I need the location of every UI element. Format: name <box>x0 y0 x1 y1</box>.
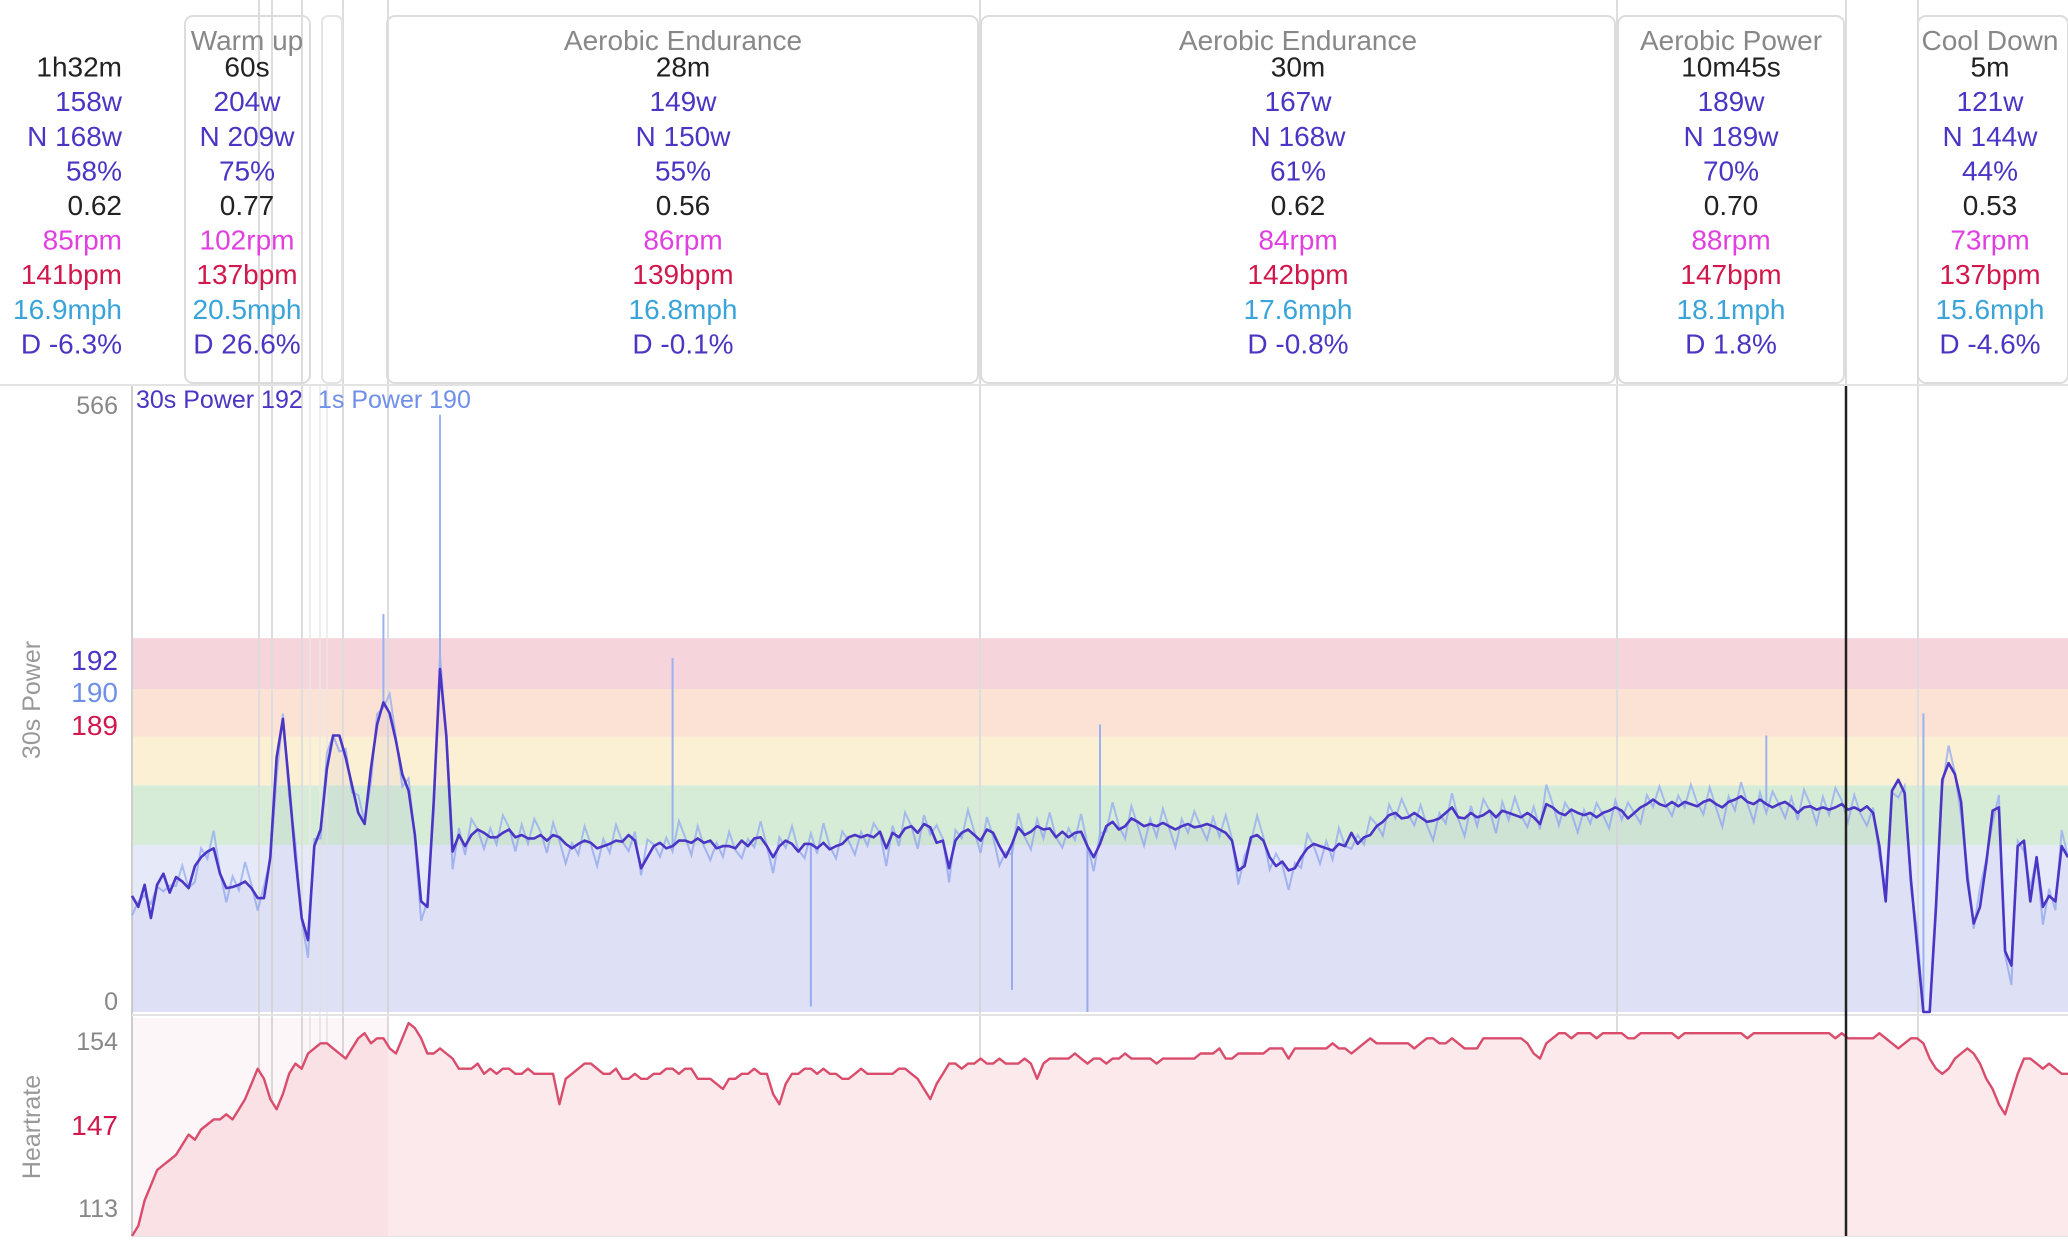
segment-3-cadence: 88rpm <box>1691 225 1770 256</box>
warmup-highlight <box>132 1018 388 1236</box>
segment-4-normalized-power: N 144w <box>1943 121 2039 152</box>
power-zone-1 <box>132 844 2068 1012</box>
series-heartrate-area <box>132 1023 2068 1236</box>
segment-2-duration: 30m <box>1271 52 1325 83</box>
summary-power: 158w <box>55 86 123 117</box>
segment-title-2: Aerobic Endurance <box>1179 25 1417 56</box>
legend-1s-power: 1s Power 190 <box>318 386 471 414</box>
segment-boxes-layer <box>184 15 2068 384</box>
heartrate-tick-max: 154 <box>76 1028 118 1056</box>
power-axis-label: 30s Power <box>18 641 46 759</box>
segment-2-normalized-power: N 168w <box>1251 121 1347 152</box>
segment-2-speed: 17.6mph <box>1244 294 1353 325</box>
series-layer <box>130 414 2068 1237</box>
segment-title-3: Aerobic Power <box>1640 25 1822 56</box>
summary-duration: 1h32m <box>36 52 122 83</box>
segment-3-normalized-power: N 189w <box>1684 121 1780 152</box>
segment-0-tss: 0.77 <box>220 190 275 221</box>
segment-4-drift: D -4.6% <box>1939 328 2040 359</box>
segment-1-duration: 28m <box>656 52 710 83</box>
series-30s-power-area <box>132 669 2068 1012</box>
heartrate-tick-min: 113 <box>78 1195 118 1223</box>
segment-box-2[interactable] <box>980 15 1616 384</box>
segment-title-4: Cool Down <box>1922 25 2059 56</box>
segment-2-drift: D -0.8% <box>1247 328 1348 359</box>
segment-3-heartrate: 147bpm <box>1680 259 1781 290</box>
segment-3-duration: 10m45s <box>1681 52 1781 83</box>
segment-1-tss: 0.56 <box>656 190 711 221</box>
segment-0-speed: 20.5mph <box>193 294 302 325</box>
segment-1-normalized-power: N 150w <box>636 121 732 152</box>
segment-1-intensity: 55% <box>655 155 711 186</box>
segment-4-intensity: 44% <box>1962 155 2018 186</box>
segment-box-0[interactable] <box>184 15 311 384</box>
segment-2-power: 167w <box>1265 86 1333 117</box>
summary-tss: 0.62 <box>68 190 123 221</box>
power-zone-5 <box>132 638 2068 690</box>
interval-box-0[interactable] <box>321 15 343 384</box>
segment-0-drift: D 26.6% <box>193 328 300 359</box>
summary-cadence: 85rpm <box>43 225 122 256</box>
segment-1-cadence: 86rpm <box>643 225 722 256</box>
summary-intensity: 58% <box>66 155 122 186</box>
segment-0-cadence: 102rpm <box>200 225 295 256</box>
segment-title-0: Warm up <box>191 25 304 56</box>
segment-0-heartrate: 137bpm <box>196 259 297 290</box>
summary-speed: 16.9mph <box>13 294 122 325</box>
series-heartrate-line <box>130 1021 2068 1237</box>
segment-0-intensity: 75% <box>219 155 275 186</box>
segment-0-normalized-power: N 209w <box>200 121 296 152</box>
legend-30s-power: 30s Power 192 <box>136 386 303 414</box>
segment-1-speed: 16.8mph <box>629 294 738 325</box>
heartrate-axis-label: Heartrate <box>18 1075 46 1179</box>
segment-0-power: 204w <box>214 86 282 117</box>
segment-3-tss: 0.70 <box>1704 190 1759 221</box>
segment-2-cadence: 84rpm <box>1258 225 1337 256</box>
power-tick-max: 566 <box>76 392 118 420</box>
segment-4-cadence: 73rpm <box>1950 225 2029 256</box>
segment-box-3[interactable] <box>1617 15 1845 384</box>
segment-3-power: 189w <box>1698 86 1766 117</box>
segment-title-1: Aerobic Endurance <box>564 25 802 56</box>
heartrate-tick-mid: 147 <box>71 1110 118 1141</box>
segment-2-heartrate: 142bpm <box>1247 259 1348 290</box>
segment-4-speed: 15.6mph <box>1936 294 2045 325</box>
segment-2-intensity: 61% <box>1270 155 1326 186</box>
segment-4-duration: 5m <box>1971 52 2010 83</box>
summary-drift: D -6.3% <box>21 328 122 359</box>
power-marker-189: 189 <box>71 710 118 741</box>
segment-1-power: 149w <box>650 86 718 117</box>
power-marker-192: 192 <box>71 645 118 676</box>
segment-1-drift: D -0.1% <box>632 328 733 359</box>
segment-4-power: 121w <box>1957 86 2025 117</box>
summary-heartrate: 141bpm <box>21 259 122 290</box>
segment-3-speed: 18.1mph <box>1677 294 1786 325</box>
series-30s-power-line <box>130 667 2068 1014</box>
segment-4-heartrate: 137bpm <box>1939 259 2040 290</box>
segment-box-4[interactable] <box>1917 15 2068 384</box>
segment-0-duration: 60s <box>224 52 269 83</box>
segment-4-tss: 0.53 <box>1963 190 2018 221</box>
power-tick-min: 0 <box>104 988 118 1016</box>
summary-normalized-power: N 168w <box>27 121 123 152</box>
segment-3-intensity: 70% <box>1703 155 1759 186</box>
segment-box-1[interactable] <box>386 15 979 384</box>
segment-1-heartrate: 139bpm <box>632 259 733 290</box>
segment-3-drift: D 1.8% <box>1685 328 1777 359</box>
power-marker-190: 190 <box>71 677 118 708</box>
segment-2-tss: 0.62 <box>1271 190 1326 221</box>
